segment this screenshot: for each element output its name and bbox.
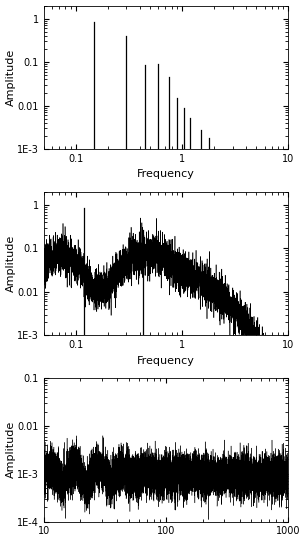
X-axis label: Frequency: Frequency <box>137 356 195 366</box>
Y-axis label: Amplitude: Amplitude <box>6 235 16 292</box>
Y-axis label: Amplitude: Amplitude <box>6 49 16 106</box>
Y-axis label: Amplitude: Amplitude <box>6 421 16 479</box>
X-axis label: Frequency: Frequency <box>137 170 195 179</box>
